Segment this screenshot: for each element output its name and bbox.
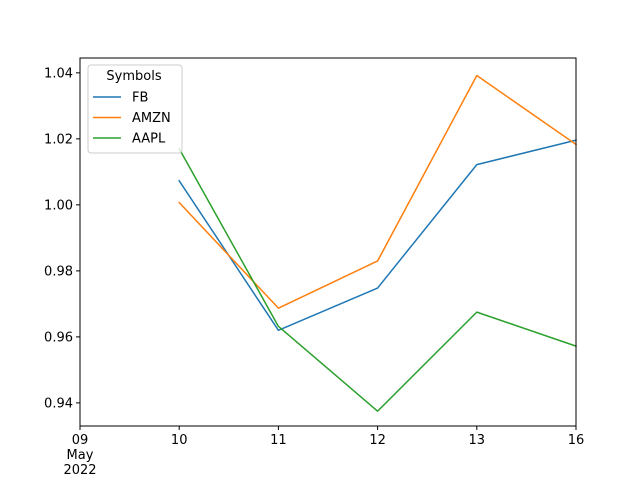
- x-tick-label: 16: [568, 433, 585, 448]
- y-tick-label: 1.02: [44, 132, 73, 147]
- series-line-aapl: [178, 147, 577, 412]
- x-tick-label: May: [67, 448, 94, 463]
- series-layer: [178, 74, 578, 412]
- x-tick-label: 12: [369, 433, 386, 448]
- legend: Symbols FB AMZN AAPL: [87, 64, 183, 154]
- y-tick-label: 1.00: [44, 198, 73, 213]
- axes-frame: [79, 57, 577, 427]
- series-line-fb: [178, 139, 577, 332]
- x-tick-label: 11: [270, 433, 287, 448]
- legend-box: [87, 64, 183, 154]
- y-tick-label: 0.94: [44, 396, 73, 411]
- legend-label-fb: FB: [132, 91, 148, 106]
- y-tick-label: 0.96: [44, 330, 73, 345]
- series-line-amzn: [178, 74, 578, 309]
- x-tick-label: 09: [72, 433, 89, 448]
- y-tick-label: 1.04: [44, 66, 73, 81]
- legend-title: Symbols: [106, 69, 161, 84]
- y-axis: 0.94 0.96 0.98 1.00 1.02 1.04: [44, 66, 80, 411]
- legend-label-amzn: AMZN: [132, 111, 171, 126]
- x-tick-label: 13: [469, 433, 486, 448]
- x-tick-label: 10: [171, 433, 188, 448]
- legend-label-aapl: AAPL: [132, 132, 166, 147]
- x-tick-label: 2022: [63, 463, 96, 478]
- y-tick-label: 0.98: [44, 264, 73, 279]
